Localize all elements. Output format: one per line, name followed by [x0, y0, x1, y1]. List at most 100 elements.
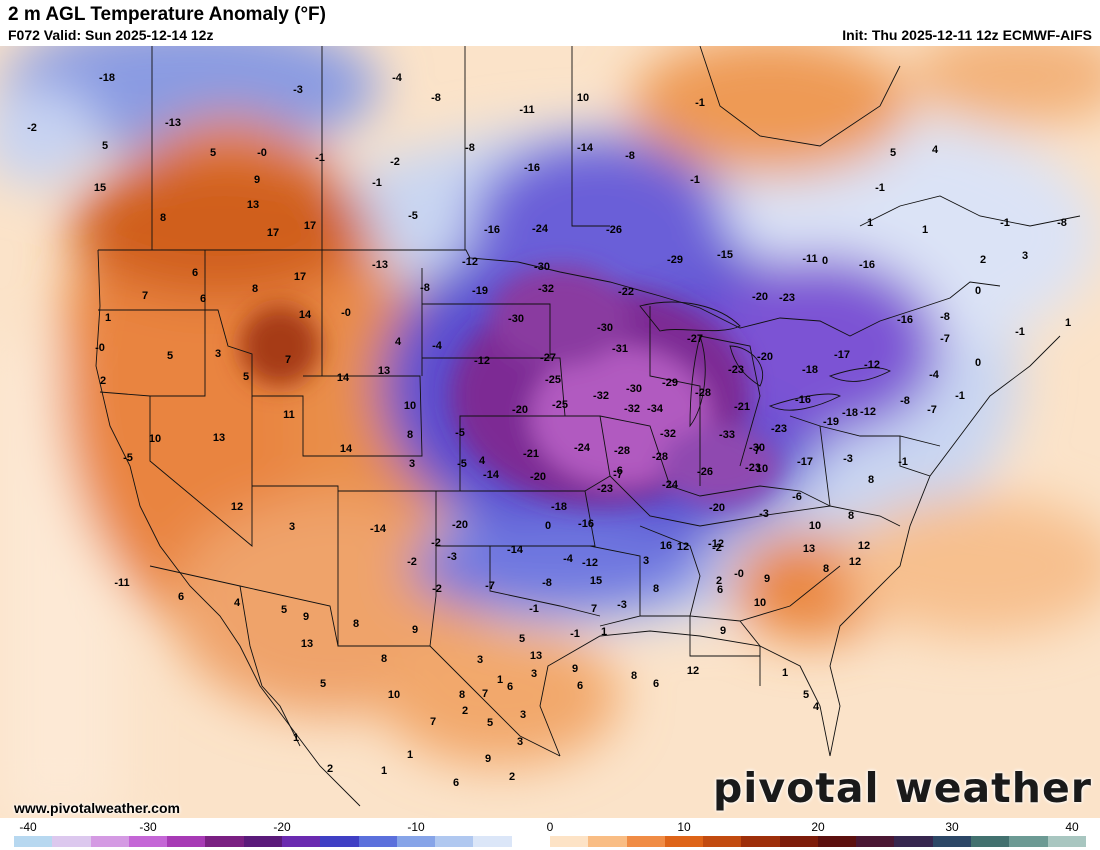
anomaly-value-label: 12: [687, 665, 699, 677]
anomaly-value-label: 10: [577, 92, 589, 104]
anomaly-value-label: -3: [759, 508, 769, 520]
anomaly-value-label: -12: [864, 359, 880, 371]
colorbar-tick-label: 0: [546, 820, 554, 834]
anomaly-value-label: -16: [859, 259, 875, 271]
anomaly-value-label: -15: [717, 249, 733, 261]
anomaly-value-label: 8: [353, 618, 359, 630]
anomaly-value-label: -20: [752, 291, 768, 303]
colorbar-swatch: [703, 836, 742, 847]
anomaly-value-label: -0: [257, 147, 267, 159]
anomaly-value-label: 3: [643, 555, 649, 567]
anomaly-value-label: -13: [165, 117, 181, 129]
colorbar-swatch: [281, 836, 321, 847]
anomaly-value-label: 5: [487, 717, 493, 729]
map-canvas: -18-2 -13-3-4-8 10-11-1-8 -14-8-155 -0 -1 -2 -1…: [0, 46, 1100, 818]
anomaly-value-label: -16: [524, 162, 540, 174]
colorbar-swatch: [243, 836, 282, 847]
colorbar-tick-label: 40: [1065, 820, 1079, 834]
anomaly-value-label: 6: [507, 681, 513, 693]
anomaly-value-label: 13: [378, 365, 390, 377]
anomaly-value-label: 9: [572, 663, 578, 675]
colorbar-swatch: [856, 836, 895, 847]
anomaly-value-label: 3: [1022, 250, 1028, 262]
anomaly-value-label: -33: [719, 429, 735, 441]
anomaly-value-label: -6: [613, 465, 623, 477]
anomaly-value-label: -11: [519, 104, 534, 116]
anomaly-value-label: 7: [142, 290, 148, 302]
anomaly-value-label: 14: [340, 443, 353, 455]
anomaly-value-label: 15: [94, 182, 106, 194]
colorbar-swatch: [167, 836, 206, 847]
anomaly-value-label: 6: [453, 777, 459, 789]
anomaly-value-label: 12: [677, 541, 689, 553]
anomaly-value-label: 12: [849, 556, 861, 568]
anomaly-value-label: 1: [497, 674, 503, 686]
anomaly-value-label: -13: [372, 259, 388, 271]
anomaly-value-label: 6: [653, 678, 659, 690]
anomaly-value-label: 0: [975, 357, 981, 369]
anomaly-value-label: -30: [626, 383, 642, 395]
anomaly-value-label: -26: [697, 466, 713, 478]
anomaly-value-label: -19: [472, 285, 488, 297]
anomaly-value-label: -14: [483, 469, 500, 481]
anomaly-value-label: 5: [210, 147, 216, 159]
anomaly-value-label: -23: [597, 483, 613, 495]
colorbar-swatch: [320, 836, 359, 847]
anomaly-value-label: -8: [420, 282, 430, 294]
anomaly-value-label: 4: [395, 336, 402, 348]
anomaly-value-label: 3: [289, 521, 295, 533]
anomaly-value-label: -8: [625, 150, 635, 162]
anomaly-value-label: -14: [507, 544, 524, 556]
anomaly-value-label: -8: [940, 311, 950, 323]
anomaly-value-label: 5: [167, 350, 173, 362]
anomaly-value-label: -2: [712, 542, 722, 554]
anomaly-value-label: 0: [975, 285, 981, 297]
anomaly-value-label: 9: [720, 625, 726, 637]
anomaly-value-label: 17: [294, 271, 306, 283]
anomaly-value-label: 0: [822, 255, 828, 267]
anomaly-value-label: -8: [431, 92, 441, 104]
colorbar-swatch: [779, 836, 818, 847]
anomaly-value-label: 8: [653, 583, 659, 595]
anomaly-value-label: 2: [980, 254, 986, 266]
anomaly-value-label: -23: [771, 423, 787, 435]
anomaly-value-label: -12: [860, 406, 876, 418]
anomaly-value-label: 7: [430, 716, 436, 728]
brand-watermark: pivotal weather: [712, 764, 1092, 812]
anomaly-value-label: 7: [285, 354, 291, 366]
colorbar-swatch: [741, 836, 780, 847]
anomaly-value-label: -6: [792, 491, 802, 503]
anomaly-value-label: -30: [749, 442, 765, 454]
website-label: www.pivotalweather.com: [14, 800, 180, 816]
temperature-anomaly-map: -18 -2 -13 -3 -4 -8 10 -11 -1 -8 -14 -8 -1 5 5 -0 -1 -2 -1…: [0, 46, 1100, 818]
colorbar-swatch: [971, 836, 1010, 847]
valid-time: F072 Valid: Sun 2025-12-14 12z: [8, 27, 214, 43]
anomaly-value-label: 10: [404, 400, 416, 412]
colorbar-tick-label: 20: [811, 820, 825, 834]
anomaly-value-label: -27: [540, 352, 556, 364]
colorbar-swatch: [664, 836, 704, 847]
anomaly-value-label: -3: [447, 551, 457, 563]
anomaly-value-label: -1: [570, 628, 580, 640]
anomaly-value-label: -2: [432, 583, 442, 595]
anomaly-value-label: 3: [215, 348, 221, 360]
colorbar-swatch: [511, 836, 550, 847]
anomaly-value-label: -11: [802, 253, 817, 265]
anomaly-value-label: -24: [574, 442, 591, 454]
anomaly-value-label: -28: [652, 451, 668, 463]
anomaly-value-label: -7: [613, 469, 623, 481]
anomaly-value-label: 9: [485, 753, 491, 765]
anomaly-value-label: -32: [624, 403, 640, 415]
anomaly-value-label: 3: [531, 668, 537, 680]
colorbar-tick-label: -10: [407, 820, 425, 834]
anomaly-value-label: -21: [523, 448, 539, 460]
anomaly-value-label: -8: [900, 395, 910, 407]
anomaly-value-label: 2: [327, 763, 333, 775]
anomaly-value-label: 1: [293, 732, 299, 744]
colorbar-swatch: [549, 836, 589, 847]
colorbar-swatch: [14, 836, 53, 847]
anomaly-value-label: 6: [577, 680, 583, 692]
anomaly-value-label: 10: [809, 520, 821, 532]
anomaly-value-label: 2: [509, 771, 515, 783]
anomaly-value-label: 13: [530, 650, 542, 662]
